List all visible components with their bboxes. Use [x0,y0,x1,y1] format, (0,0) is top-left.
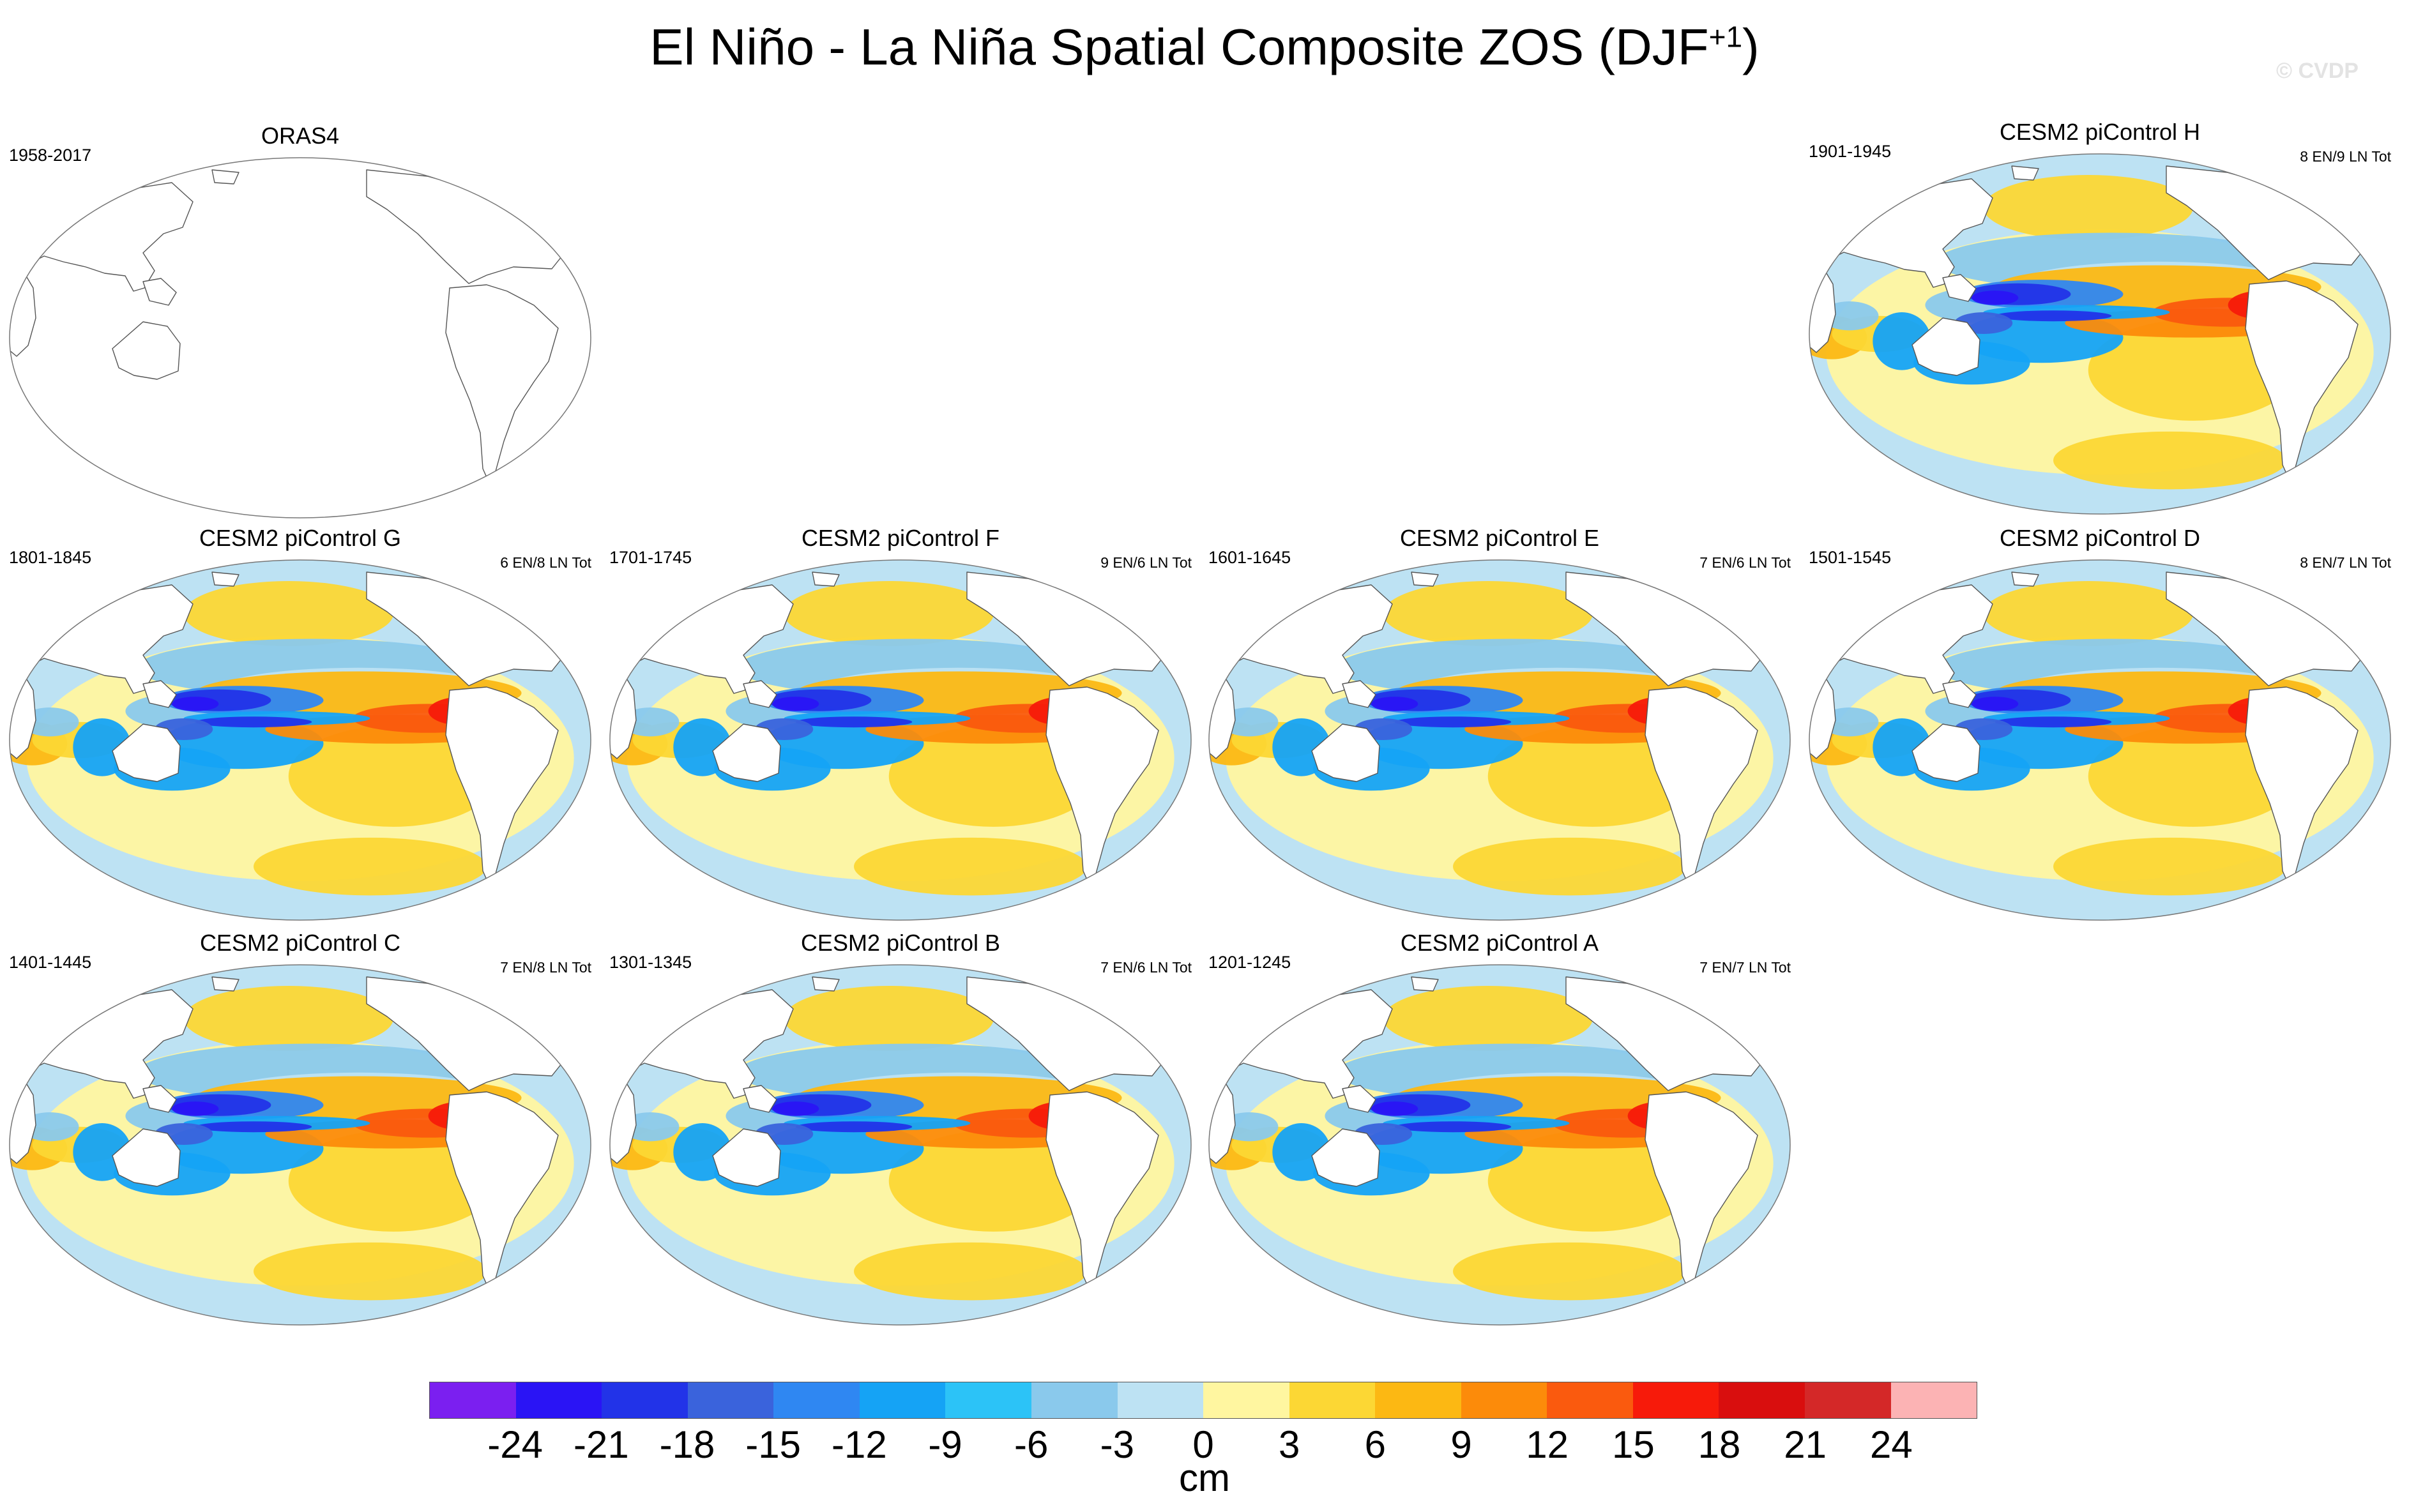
colorbar-swatch [1719,1382,1805,1418]
panel-years: 1801-1845 [9,548,92,567]
panel-years: 1401-1445 [9,953,92,972]
colorbar-swatch [515,1382,602,1418]
figure-title: El Niño - La Niña Spatial Composite ZOS … [0,18,2409,77]
map-panel-picontrol-d: CESM2 piControl D 1501-1545 8 EN/7 LN To… [1809,525,2391,921]
colorbar-tick-label: 3 [1278,1423,1300,1466]
world-map [9,559,591,921]
panel-years: 1601-1645 [1208,548,1291,567]
world-map [609,964,1192,1326]
map-panel-picontrol-e: CESM2 piControl E 1601-1645 7 EN/6 LN To… [1208,525,1791,921]
colorbar-swatch [1461,1382,1547,1418]
world-map [9,964,591,1326]
colorbar-tick-label: -6 [1014,1423,1049,1466]
colorbar-tick-label: -21 [573,1423,629,1466]
panel-title: CESM2 piControl B [800,930,1001,956]
credit-watermark: © CVDP [2276,59,2359,83]
panel-years: 1201-1245 [1208,953,1291,972]
map-panel-picontrol-b: CESM2 piControl B 1301-1345 7 EN/6 LN To… [609,930,1192,1326]
colorbar-swatch [1547,1382,1633,1418]
map-panel-picontrol-c: CESM2 piControl C 1401-1445 7 EN/8 LN To… [9,930,591,1326]
panel-title: CESM2 piControl A [1400,930,1599,956]
colorbar-swatch [1890,1382,1977,1418]
colorbar-units: cm [1179,1456,1230,1499]
colorbar-swatch [687,1382,774,1418]
colorbar-swatch [1289,1382,1376,1418]
colorbar-swatch [602,1382,688,1418]
title-text: El Niño - La Niña Spatial Composite ZOS … [650,19,1709,75]
colorbar-tick-label: 24 [1869,1423,1913,1466]
colorbar-tick-label: -15 [745,1423,802,1466]
panel-event-counts: 8 EN/9 LN Tot [2300,148,2391,165]
map-panel-oras4: ORAS4 1958-2017 [9,123,591,518]
panel-title: CESM2 piControl F [801,525,1000,551]
colorbar-tick-label: -18 [659,1423,715,1466]
colorbar-swatch [1632,1382,1719,1418]
colorbar-swatch [1203,1382,1289,1418]
map-panel-picontrol-g: CESM2 piControl G 1801-1845 6 EN/8 LN To… [9,525,591,921]
title-superscript: +1 [1708,20,1743,54]
panel-event-counts: 9 EN/6 LN Tot [1100,554,1192,571]
colorbar-tick-label: -12 [831,1423,887,1466]
world-map [1208,964,1791,1326]
colorbar-tick-label: -3 [1100,1423,1135,1466]
panel-title: CESM2 piControl C [199,930,401,956]
world-map [1809,559,2391,921]
panel-event-counts: 7 EN/6 LN Tot [1100,959,1192,976]
colorbar-tick-label: -24 [487,1423,543,1466]
panel-title: ORAS4 [261,123,340,149]
colorbar-tick-label: 12 [1526,1423,1569,1466]
title-close-paren: ) [1742,19,1759,75]
panel-years: 1301-1345 [609,953,692,972]
panel-years: 1958-2017 [9,146,92,165]
panel-title: CESM2 piControl G [199,525,402,551]
colorbar-tick-label: 15 [1611,1423,1655,1466]
panel-years: 1501-1545 [1809,548,1892,567]
colorbar-swatch [1117,1382,1204,1418]
world-map [1809,153,2391,515]
colorbar-tick-label: -9 [928,1423,962,1466]
panel-title: CESM2 piControl E [1399,525,1600,551]
colorbar-swatch [773,1382,860,1418]
world-map [1208,559,1791,921]
colorbar-tick-label: 18 [1698,1423,1741,1466]
colorbar [429,1382,1977,1419]
panel-years: 1901-1945 [1809,142,1892,161]
panel-years: 1701-1745 [609,548,692,567]
colorbar-tick-label: 0 [1192,1423,1214,1466]
colorbar-tick-label: 6 [1364,1423,1387,1466]
world-map [609,559,1192,921]
colorbar-swatch [1031,1382,1118,1418]
panel-event-counts: 7 EN/6 LN Tot [1699,554,1791,571]
panel-event-counts: 7 EN/8 LN Tot [500,959,591,976]
panel-title: CESM2 piControl H [1999,119,2201,145]
panel-event-counts: 6 EN/8 LN Tot [500,554,591,571]
panel-title: CESM2 piControl D [1999,525,2201,551]
colorbar-tick-label: 9 [1450,1423,1472,1466]
map-panel-picontrol-f: CESM2 piControl F 1701-1745 9 EN/6 LN To… [609,525,1192,921]
colorbar-swatch [945,1382,1031,1418]
colorbar-swatch [1375,1382,1461,1418]
colorbar-swatch [1805,1382,1891,1418]
colorbar-swatch [430,1382,516,1418]
panel-event-counts: 8 EN/7 LN Tot [2300,554,2391,571]
map-panel-picontrol-h: CESM2 piControl H 1901-1945 8 EN/9 LN To… [1809,119,2391,515]
colorbar-swatch [859,1382,946,1418]
map-panel-picontrol-a: CESM2 piControl A 1201-1245 7 EN/7 LN To… [1208,930,1791,1326]
colorbar-tick-label: 21 [1784,1423,1827,1466]
panel-event-counts: 7 EN/7 LN Tot [1699,959,1791,976]
world-map [9,157,591,518]
